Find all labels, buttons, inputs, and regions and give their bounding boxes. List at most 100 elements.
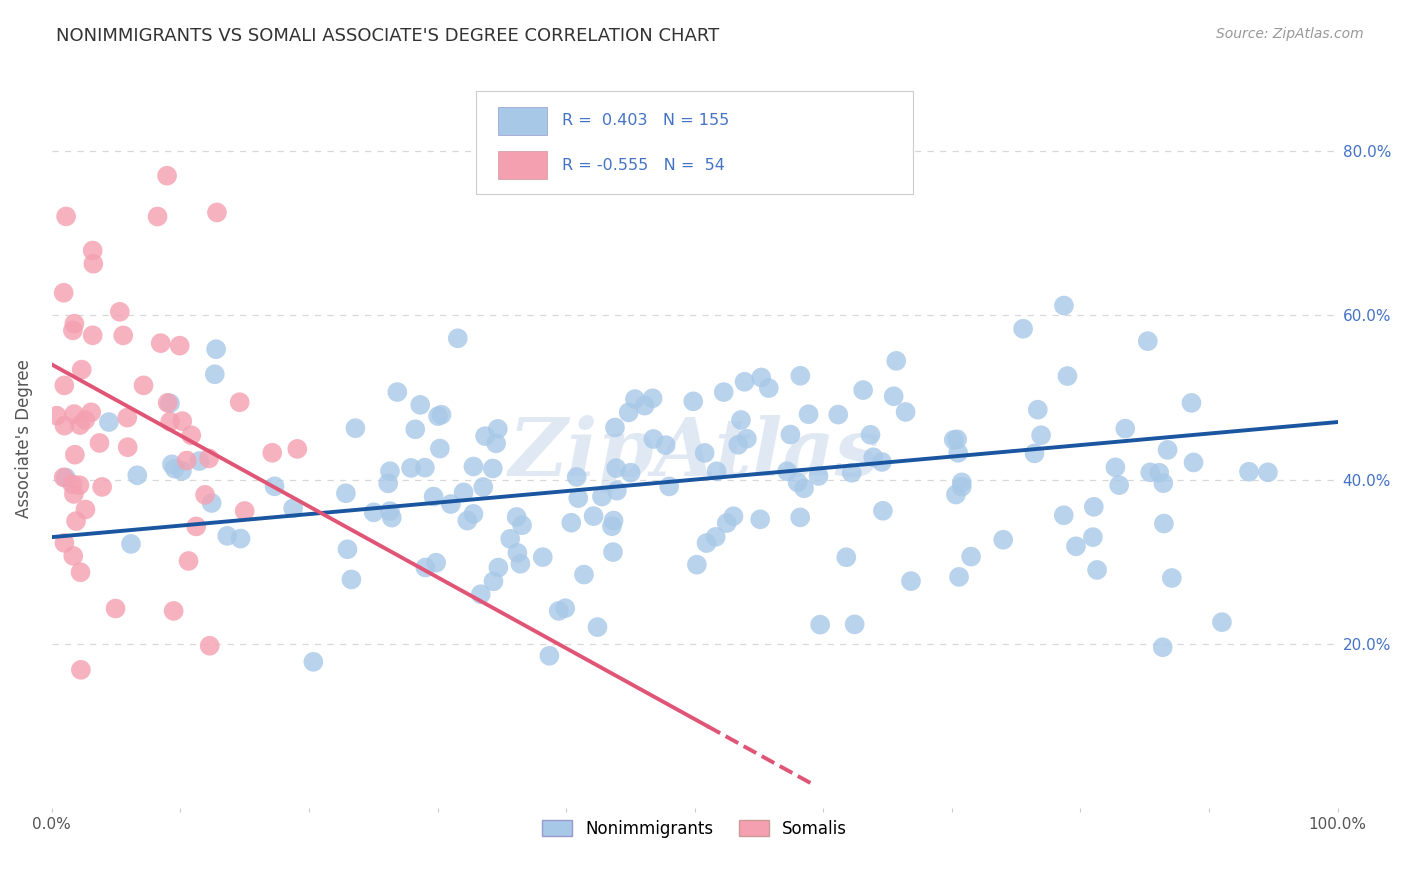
Point: [730, 413, 752, 427]
Point: [474, 429, 496, 443]
Point: [1026, 402, 1049, 417]
Point: [572, 567, 595, 582]
Point: [69, 418, 91, 433]
Point: [883, 389, 905, 403]
Point: [60, 477, 83, 491]
Point: [1064, 539, 1087, 553]
Point: [779, 427, 801, 442]
Point: [163, 461, 186, 475]
Point: [381, 510, 404, 524]
Point: [950, 480, 973, 494]
Point: [531, 550, 554, 565]
Point: [582, 509, 605, 524]
Point: [377, 476, 399, 491]
Point: [942, 433, 965, 447]
Point: [547, 604, 569, 618]
Point: [91, 480, 114, 494]
Point: [1180, 396, 1202, 410]
Point: [201, 496, 224, 510]
Point: [945, 487, 967, 501]
Point: [422, 490, 444, 504]
Point: [387, 385, 409, 400]
Point: [776, 464, 799, 478]
Point: [263, 479, 285, 493]
Point: [217, 529, 239, 543]
Point: [205, 205, 228, 219]
Point: [378, 464, 401, 478]
Point: [82, 257, 104, 271]
Point: [835, 550, 858, 565]
Point: [1029, 428, 1052, 442]
Point: [682, 394, 704, 409]
Point: [565, 470, 588, 484]
Point: [1085, 563, 1108, 577]
Point: [75, 502, 97, 516]
Point: [1108, 478, 1130, 492]
Point: [606, 483, 628, 498]
Point: [404, 422, 426, 436]
Point: [696, 536, 718, 550]
Point: [554, 601, 576, 615]
Point: [172, 414, 194, 428]
Point: [1024, 446, 1046, 460]
Point: [1153, 516, 1175, 531]
Point: [70, 663, 93, 677]
Point: [415, 560, 437, 574]
Point: [808, 617, 831, 632]
FancyBboxPatch shape: [498, 107, 547, 135]
Point: [827, 408, 849, 422]
Point: [950, 475, 973, 490]
Point: [1012, 322, 1035, 336]
Point: [1182, 455, 1205, 469]
Point: [872, 504, 894, 518]
Text: NONIMMIGRANTS VS SOMALI ASSOCIATE'S DEGREE CORRELATION CHART: NONIMMIGRANTS VS SOMALI ASSOCIATE'S DEGR…: [56, 27, 720, 45]
Point: [69, 566, 91, 580]
Point: [160, 458, 183, 472]
Point: [852, 383, 875, 397]
Point: [463, 507, 485, 521]
Point: [378, 504, 401, 518]
Point: [413, 460, 436, 475]
Point: [45, 409, 67, 423]
Point: [620, 466, 643, 480]
Point: [55, 210, 77, 224]
Point: [162, 604, 184, 618]
Point: [633, 399, 655, 413]
Point: [112, 328, 135, 343]
Point: [344, 421, 367, 435]
Point: [735, 432, 758, 446]
Point: [188, 454, 211, 468]
Point: [807, 469, 830, 483]
Point: [509, 557, 531, 571]
Point: [198, 639, 221, 653]
Point: [186, 519, 208, 533]
Point: [228, 395, 250, 409]
Point: [177, 554, 200, 568]
Point: [463, 459, 485, 474]
Point: [617, 405, 640, 419]
Point: [336, 542, 359, 557]
Point: [67, 478, 90, 492]
Point: [723, 509, 745, 524]
Point: [510, 518, 533, 533]
Point: [789, 510, 811, 524]
Point: [1053, 299, 1076, 313]
Point: [793, 481, 815, 495]
Point: [62, 549, 84, 563]
Point: [586, 620, 609, 634]
Point: [1053, 508, 1076, 523]
Point: [120, 537, 142, 551]
Point: [1237, 465, 1260, 479]
Point: [624, 392, 647, 406]
Point: [233, 504, 256, 518]
Point: [132, 378, 155, 392]
Point: [146, 210, 169, 224]
Point: [948, 570, 970, 584]
Point: [205, 342, 228, 356]
Point: [176, 453, 198, 467]
Point: [63, 407, 86, 421]
Point: [149, 336, 172, 351]
Point: [456, 514, 478, 528]
Point: [1114, 421, 1136, 435]
Point: [505, 510, 527, 524]
